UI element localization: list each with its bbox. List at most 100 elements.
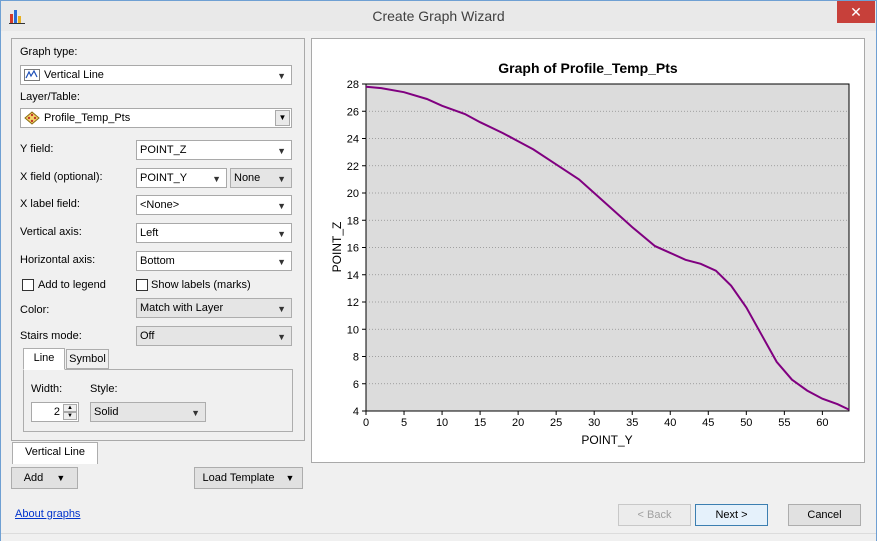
x-field-sort-value: None — [234, 172, 261, 184]
spin-down-icon[interactable]: ▼ — [63, 412, 77, 420]
graph-type-select[interactable]: Vertical Line ▼ — [20, 65, 292, 85]
stairs-mode-label: Stairs mode: — [20, 330, 82, 342]
add-to-legend-label: Add to legend — [38, 279, 106, 291]
chevron-down-icon: ▼ — [277, 304, 286, 314]
close-button[interactable]: ✕ — [837, 1, 875, 23]
x-field-select[interactable]: POINT_Y ▼ — [136, 168, 227, 188]
line-style-select[interactable]: Solid ▼ — [90, 402, 206, 422]
show-labels-label: Show labels (marks) — [151, 279, 251, 291]
y-tick-label: 14 — [347, 270, 359, 282]
y-tick-label: 4 — [353, 406, 359, 418]
y-tick-label: 12 — [347, 297, 359, 309]
tab-symbol[interactable]: Symbol — [66, 349, 109, 369]
x-tick-label: 5 — [401, 417, 407, 429]
tab-line[interactable]: Line — [23, 348, 65, 370]
add-button-label: Add — [23, 472, 44, 484]
stairs-mode-value: Off — [140, 330, 155, 342]
x-field-value: POINT_Y — [140, 172, 188, 184]
x-label-field-label: X label field: — [20, 198, 80, 210]
chevron-down-icon: ▼ — [277, 257, 286, 267]
tab-series-vertical-line[interactable]: Vertical Line — [12, 442, 98, 464]
color-value: Match with Layer — [140, 302, 224, 314]
style-label: Style: — [90, 383, 118, 395]
color-select[interactable]: Match with Layer ▼ — [136, 298, 292, 318]
horizontal-axis-select[interactable]: Bottom ▼ — [136, 251, 292, 271]
y-tick-label: 18 — [347, 215, 359, 227]
y-tick-label: 28 — [347, 79, 359, 91]
next-button[interactable]: Next > — [695, 504, 768, 526]
vertical-line-graph-icon — [24, 69, 40, 82]
graph-type-label: Graph type: — [20, 46, 78, 58]
y-axis-ticks: 4 6 8 10 12 14 16 18 20 22 24 26 28 — [347, 79, 366, 418]
add-to-legend-checkbox[interactable] — [22, 279, 34, 291]
load-template-button[interactable]: Load Template ▼ — [194, 467, 303, 489]
x-tick-label: 25 — [550, 417, 562, 429]
x-field-label: X field (optional): — [20, 171, 103, 183]
about-graphs-link[interactable]: About graphs — [15, 508, 81, 520]
title-bar[interactable]: Create Graph Wizard ✕ — [1, 1, 876, 31]
layer-table-value: Profile_Temp_Pts — [44, 112, 131, 124]
x-tick-label: 0 — [363, 417, 369, 429]
width-stepper[interactable]: 2 ▲ ▼ — [31, 402, 79, 422]
back-button[interactable]: < Back — [618, 504, 691, 526]
graph-app-icon — [9, 10, 25, 24]
y-tick-label: 6 — [353, 379, 359, 391]
color-label: Color: — [20, 304, 50, 316]
y-axis-label: POINT_Z — [330, 222, 344, 273]
spin-up-icon[interactable]: ▲ — [63, 404, 77, 412]
bottom-edge — [1, 533, 876, 541]
width-value: 2 — [53, 406, 60, 418]
x-tick-label: 15 — [474, 417, 486, 429]
series-line-point-z — [365, 85, 850, 411]
stairs-mode-select[interactable]: Off ▼ — [136, 326, 292, 346]
y-field-select[interactable]: POINT_Z ▼ — [136, 140, 292, 160]
vertical-axis-label: Vertical axis: — [20, 226, 82, 238]
cancel-button[interactable]: Cancel — [788, 504, 861, 526]
x-tick-label: 60 — [816, 417, 828, 429]
chevron-down-icon: ▼ — [277, 174, 286, 184]
profile-line-chart: Graph of Profile_Temp_Pts 4 6 8 10 12 14 16 18 2… — [330, 60, 850, 447]
layer-table-label: Layer/Table: — [20, 91, 80, 103]
dropdown-arrow-icon: ▼ — [285, 473, 295, 483]
x-tick-label: 55 — [778, 417, 790, 429]
vertical-axis-value: Left — [140, 227, 159, 239]
x-axis-ticks: 0 5 10 15 20 25 30 35 40 45 50 55 60 — [363, 411, 829, 429]
x-label-field-value: <None> — [140, 199, 180, 211]
window-title: Create Graph Wizard — [372, 8, 505, 24]
chevron-down-icon[interactable]: ▼ — [275, 110, 290, 126]
chevron-down-icon: ▼ — [212, 174, 221, 184]
y-tick-label: 22 — [347, 161, 359, 173]
y-tick-label: 26 — [347, 106, 359, 118]
x-tick-label: 40 — [664, 417, 676, 429]
y-tick-label: 20 — [347, 188, 359, 200]
graph-type-value: Vertical Line — [44, 69, 104, 81]
chevron-down-icon: ▼ — [191, 408, 200, 418]
x-axis-label: POINT_Y — [581, 433, 632, 447]
y-field-label: Y field: — [20, 143, 54, 155]
show-labels-checkbox[interactable] — [136, 279, 148, 291]
x-tick-label: 10 — [436, 417, 448, 429]
line-style-tab-panel: Width: 2 ▲ ▼ Style: Solid ▼ — [23, 369, 293, 432]
graph-settings-panel: Graph type: Vertical Line ▼ Layer/Table:… — [11, 38, 305, 441]
x-field-sort-select[interactable]: None ▼ — [230, 168, 292, 188]
add-button[interactable]: Add ▼ — [11, 467, 78, 489]
chevron-down-icon: ▼ — [277, 201, 286, 211]
y-field-value: POINT_Z — [140, 144, 187, 156]
line-style-value: Solid — [94, 406, 119, 418]
y-tick-label: 16 — [347, 243, 359, 255]
x-label-field-select[interactable]: <None> ▼ — [136, 195, 292, 215]
vertical-axis-select[interactable]: Left ▼ — [136, 223, 292, 243]
grid-lines — [366, 110, 849, 385]
load-template-label: Load Template — [202, 472, 275, 484]
x-tick-label: 30 — [588, 417, 600, 429]
chart-title: Graph of Profile_Temp_Pts — [498, 60, 678, 76]
x-tick-label: 35 — [626, 417, 638, 429]
layer-table-select[interactable]: Profile_Temp_Pts ▼ — [20, 108, 292, 128]
chevron-down-icon: ▼ — [277, 71, 286, 81]
chevron-down-icon: ▼ — [277, 229, 286, 239]
horizontal-axis-value: Bottom — [140, 255, 175, 267]
graph-preview: Graph of Profile_Temp_Pts 4 6 8 10 12 14 16 18 2… — [311, 38, 865, 463]
horizontal-axis-label: Horizontal axis: — [20, 254, 96, 266]
chevron-down-icon: ▼ — [277, 146, 286, 156]
